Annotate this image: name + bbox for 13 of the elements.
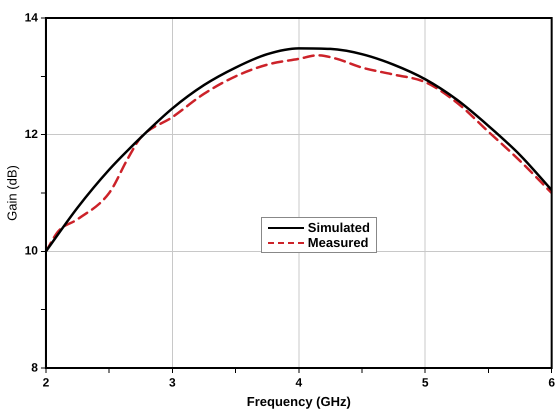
y-tick-label: 8 (31, 360, 38, 374)
legend-label: Simulated (308, 220, 370, 235)
x-tick-label: 5 (422, 376, 429, 390)
legend-label: Measured (308, 235, 368, 250)
x-tick-label: 4 (295, 376, 302, 390)
x-axis-title: Frequency (GHz) (246, 394, 351, 409)
x-tick-label: 3 (169, 376, 176, 390)
x-tick-label: 2 (42, 376, 50, 390)
y-tick-label: 12 (24, 126, 38, 141)
y-tick-label: 10 (24, 244, 38, 258)
y-tick-label: 14 (24, 10, 38, 24)
x-tick-label: 6 (548, 376, 556, 390)
y-axis-title: Gain (dB) (4, 165, 20, 221)
